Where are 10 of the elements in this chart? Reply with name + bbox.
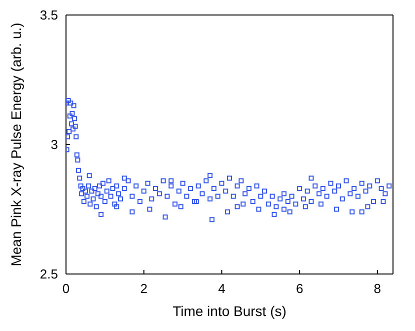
x-axis-title: Time into Burst (s): [172, 303, 286, 319]
x-tick-label: 4: [218, 281, 226, 296]
x-tick-label: 0: [62, 281, 70, 296]
x-tick-label: 6: [296, 281, 304, 296]
x-tick-label: 2: [140, 281, 148, 296]
y-tick-label: 2.5: [40, 266, 58, 282]
y-axis-title: Mean Pink X-ray Pulse Energy (arb. u.): [8, 22, 24, 266]
y-tick-label: 3.5: [40, 8, 58, 23]
y-tick-label: 3: [50, 137, 58, 152]
x-tick-label: 8: [374, 281, 382, 296]
